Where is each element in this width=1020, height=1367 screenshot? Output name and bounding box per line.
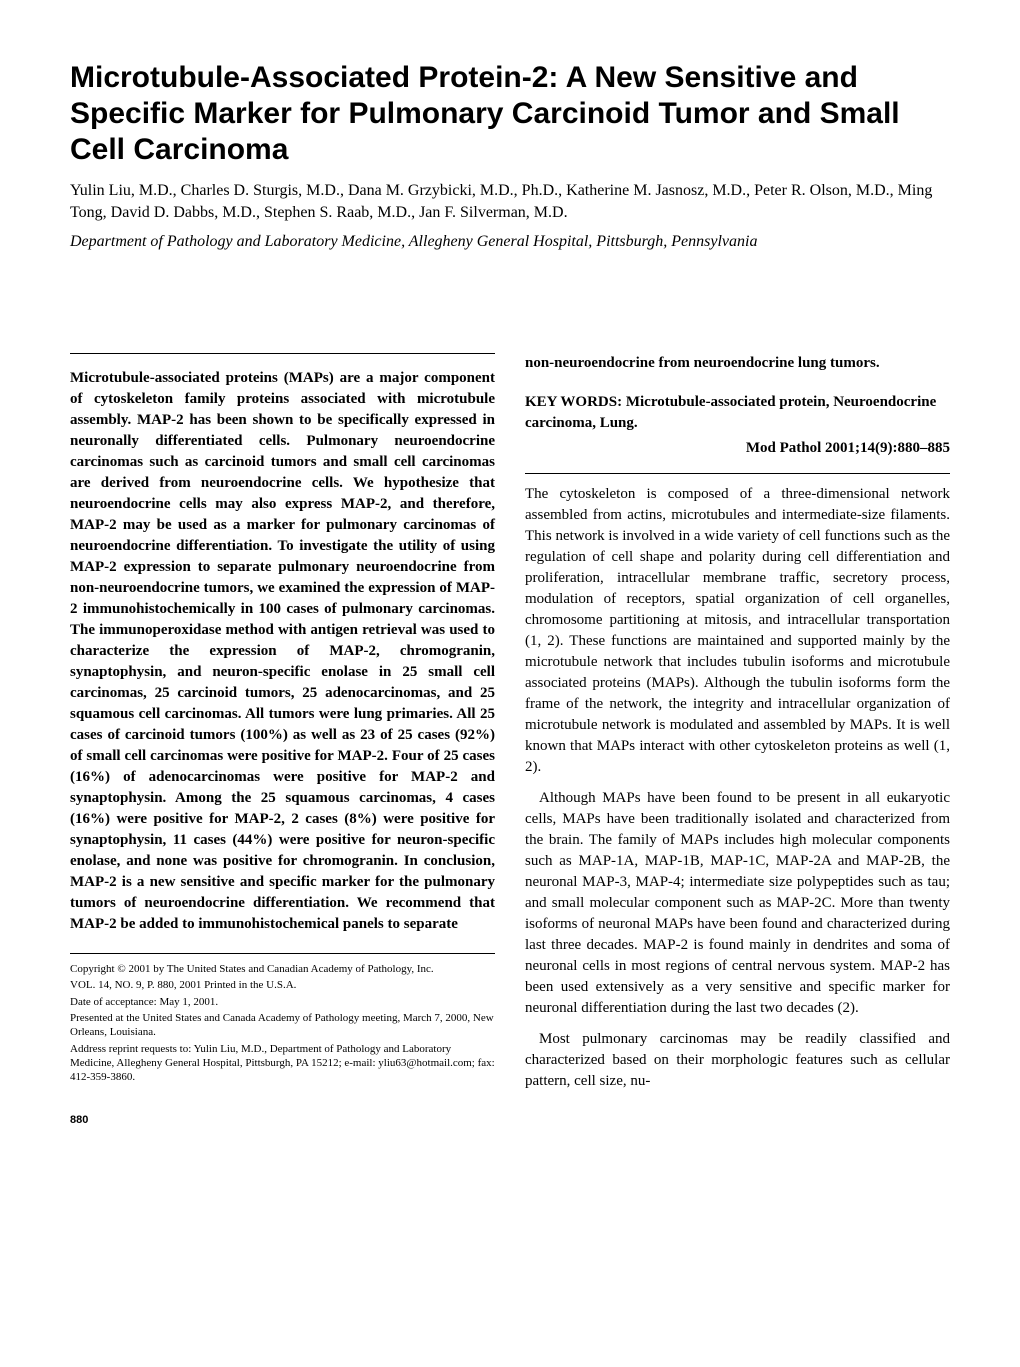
footnote-presented: Presented at the United States and Canad… <box>70 1011 495 1040</box>
keywords: KEY WORDS: Microtubule-associated protei… <box>525 392 950 434</box>
footnote-volume: VOL. 14, NO. 9, P. 880, 2001 Printed in … <box>70 978 495 992</box>
divider <box>525 473 950 474</box>
affiliation: Department of Pathology and Laboratory M… <box>70 231 950 253</box>
body-paragraph-2: Although MAPs have been found to be pres… <box>525 788 950 1019</box>
footnotes: Copyright © 2001 by The United States an… <box>70 953 495 1084</box>
article-title: Microtubule-Associated Protein-2: A New … <box>70 60 950 168</box>
two-column-layout: Microtubule-associated proteins (MAPs) a… <box>70 353 950 1128</box>
right-column: non-neuroendocrine from neuroendocrine l… <box>525 353 950 1128</box>
authors: Yulin Liu, M.D., Charles D. Sturgis, M.D… <box>70 180 950 225</box>
abstract-text: Microtubule-associated proteins (MAPs) a… <box>70 353 495 935</box>
footnote-copyright: Copyright © 2001 by The United States an… <box>70 962 495 976</box>
page-number: 880 <box>70 1113 495 1128</box>
abstract-continuation: non-neuroendocrine from neuroendocrine l… <box>525 353 950 374</box>
footnote-address: Address reprint requests to: Yulin Liu, … <box>70 1042 495 1085</box>
left-column: Microtubule-associated proteins (MAPs) a… <box>70 353 495 1128</box>
footnote-date: Date of acceptance: May 1, 2001. <box>70 995 495 1009</box>
citation: Mod Pathol 2001;14(9):880–885 <box>525 438 950 459</box>
body-paragraph-1: The cytoskeleton is composed of a three-… <box>525 484 950 778</box>
body-paragraph-3: Most pulmonary carcinomas may be readily… <box>525 1029 950 1092</box>
